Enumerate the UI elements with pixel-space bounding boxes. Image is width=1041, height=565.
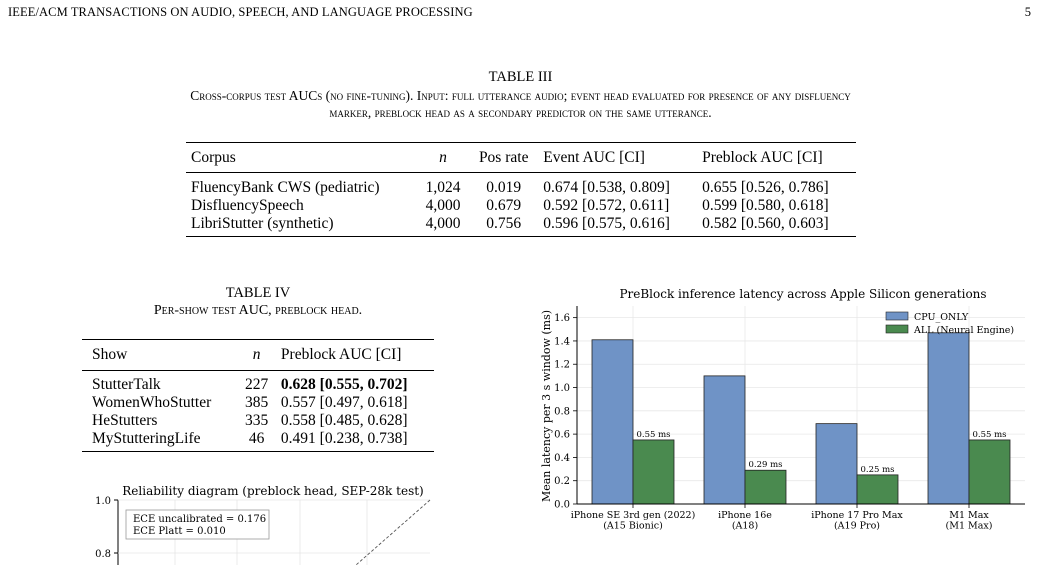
chart-ytick-label: 1.4 <box>554 336 570 347</box>
table-row: DisfluencySpeech 4,000 0.679 0.592 [0.57… <box>186 197 856 215</box>
chart-legend-label: ALL (Neural Engine) <box>913 325 1014 336</box>
table3-cell: 0.756 <box>486 214 522 232</box>
chart-legend-swatch <box>885 311 909 321</box>
chart-bar-cpu-only <box>815 423 858 505</box>
table3-cell: DisfluencySpeech <box>191 196 304 214</box>
chart-data-label: 0.55 ms <box>636 430 670 440</box>
chart-xtick-label: iPhone 17 Pro Max <box>811 510 903 521</box>
table4-cell: 46 <box>248 429 265 447</box>
table4-cell: 0.557 [0.497, 0.618] <box>280 393 408 411</box>
chart-xtick-label: (A15 Bionic) <box>603 521 663 532</box>
chart-xtick-label: (M1 Max) <box>946 521 993 532</box>
table-row: LibriStutter (synthetic) 4,000 0.756 0.5… <box>186 215 856 237</box>
chart-legend-swatch <box>885 324 909 334</box>
table4-cell: MyStutteringLife <box>92 429 201 447</box>
chart-data-label: 0.55 ms <box>972 430 1006 440</box>
table4-cell: 335 <box>245 411 269 429</box>
chart-ytick-label: 1.6 <box>554 313 570 324</box>
table3-header-n: n <box>439 148 447 166</box>
table-row: MyStutteringLife 46 0.491 [0.238, 0.738] <box>82 430 434 452</box>
table4-header-show: Show <box>92 346 128 363</box>
table3-header-corpus: Corpus <box>191 148 236 166</box>
chart-bar-neural-engine <box>632 439 675 505</box>
reliability-legend-line2: ECE Platt = 0.010 <box>133 526 226 537</box>
chart-ytick-label: 0.0 <box>554 500 570 511</box>
chart-bar-neural-engine <box>856 474 899 505</box>
chart-ylabel: Mean latency per 3 s window (ms) <box>540 310 553 502</box>
table3-cell: 0.655 [0.526, 0.786] <box>702 178 829 196</box>
reliability-ytick-label: 0.8 <box>95 549 111 560</box>
table3-cell: 1,024 <box>425 178 461 196</box>
table3-cell: 0.596 [0.575, 0.616] <box>543 214 670 232</box>
table3-header-event-auc: Event AUC [CI] <box>543 148 645 166</box>
table3-cell: FluencyBank CWS (pediatric) <box>191 178 380 196</box>
table3-cell: 4,000 <box>425 196 461 214</box>
table3-cell: 0.582 [0.560, 0.603] <box>702 214 829 232</box>
table3-header-row: Corpus n Pos rate Event AUC [CI] Prebloc… <box>186 142 856 173</box>
table3-cell: 0.599 [0.580, 0.618] <box>702 196 829 214</box>
table-row: StutterTalk 227 0.628 [0.555, 0.702] <box>82 371 434 394</box>
table4-cell: 385 <box>245 393 269 411</box>
chart-ytick-label: 0.2 <box>554 476 570 487</box>
table4-cell: 0.491 [0.238, 0.738] <box>280 429 408 447</box>
table-row: WomenWhoStutter 385 0.557 [0.497, 0.618] <box>82 394 434 412</box>
table3-label: TABLE III <box>488 69 553 85</box>
chart-xtick-label: iPhone SE 3rd gen (2022) <box>571 510 696 521</box>
table-row: HeStutters 335 0.558 [0.485, 0.628] <box>82 412 434 430</box>
chart-xtick-label: (A19 Pro) <box>834 521 880 532</box>
table4-cell-best: 0.628 [0.555, 0.702] <box>280 375 408 393</box>
table4-cell: HeStutters <box>92 411 158 429</box>
chart-data-label: 0.25 ms <box>860 465 894 475</box>
table4-cell: 227 <box>245 375 269 393</box>
chart-legend-label: CPU_ONLY <box>914 312 969 323</box>
reliability-legend-line1: ECE uncalibrated = 0.176 <box>133 514 266 525</box>
table3: Corpus n Pos rate Event AUC [CI] Prebloc… <box>186 142 856 237</box>
table3-cell: 0.679 <box>486 196 522 214</box>
table3-caption-line2: marker, preblock head as a secondary pre… <box>329 105 712 120</box>
chart-ytick-label: 1.0 <box>554 383 570 394</box>
chart-bar-cpu-only <box>703 375 746 505</box>
table4-cell: StutterTalk <box>92 375 161 393</box>
table3-cell: 0.019 <box>486 178 522 196</box>
reliability-title: Reliability diagram (preblock head, SEP-… <box>122 484 423 498</box>
chart-xtick-label: (A18) <box>732 521 758 532</box>
table4-cell: WomenWhoStutter <box>92 393 212 411</box>
table3-cell: 0.674 [0.538, 0.809] <box>543 178 670 196</box>
chart-bar-cpu-only <box>927 332 970 505</box>
reliability-ytick-label: 1.0 <box>95 496 111 507</box>
table3-cell: 4,000 <box>425 214 461 232</box>
chart-bar-cpu-only <box>591 339 634 505</box>
chart-bar-neural-engine <box>968 439 1011 505</box>
journal-header: IEEE/ACM TRANSACTIONS ON AUDIO, SPEECH, … <box>8 5 473 19</box>
chart-data-label: 0.29 ms <box>748 460 782 470</box>
chart-ytick-label: 0.6 <box>554 430 570 441</box>
table4: Show n Preblock AUC [CI] StutterTalk 227… <box>82 339 434 452</box>
table3-caption-line1: Cross-corpus test AUCs (no fine-tuning).… <box>190 88 851 103</box>
table3-header-preblock-auc: Preblock AUC [CI] <box>702 148 823 166</box>
chart-bar-neural-engine <box>744 469 787 505</box>
table4-caption: Per-show test AUC, preblock head. <box>153 303 363 318</box>
page-number: 5 <box>1024 5 1031 19</box>
chart-xtick-label: M1 Max <box>949 510 989 521</box>
table4-header-auc: Preblock AUC [CI] <box>280 346 402 363</box>
table4-header-n: n <box>252 346 261 363</box>
table3-cell: LibriStutter (synthetic) <box>191 214 334 232</box>
reliability-diagram: Reliability diagram (preblock head, SEP-… <box>95 484 431 565</box>
chart-ytick-label: 0.4 <box>554 453 570 464</box>
chart-ytick-label: 1.2 <box>554 360 570 371</box>
reliability-diagonal <box>355 499 431 565</box>
table3-header-posrate: Pos rate <box>478 148 529 166</box>
reliability-legend <box>125 509 270 540</box>
chart-title: PreBlock inference latency across Apple … <box>619 287 986 301</box>
table3-cell: 0.592 [0.572, 0.611] <box>543 196 670 214</box>
latency-bar-chart: PreBlock inference latency across Apple … <box>540 287 1025 532</box>
table-row: FluencyBank CWS (pediatric) 1,024 0.019 … <box>186 173 856 197</box>
chart-ytick-label: 0.8 <box>554 406 570 417</box>
table4-cell: 0.558 [0.485, 0.628] <box>280 411 408 429</box>
table4-label: TABLE IV <box>225 285 291 301</box>
table4-header-row: Show n Preblock AUC [CI] <box>82 339 434 371</box>
chart-xtick-label: iPhone 16e <box>718 510 772 521</box>
